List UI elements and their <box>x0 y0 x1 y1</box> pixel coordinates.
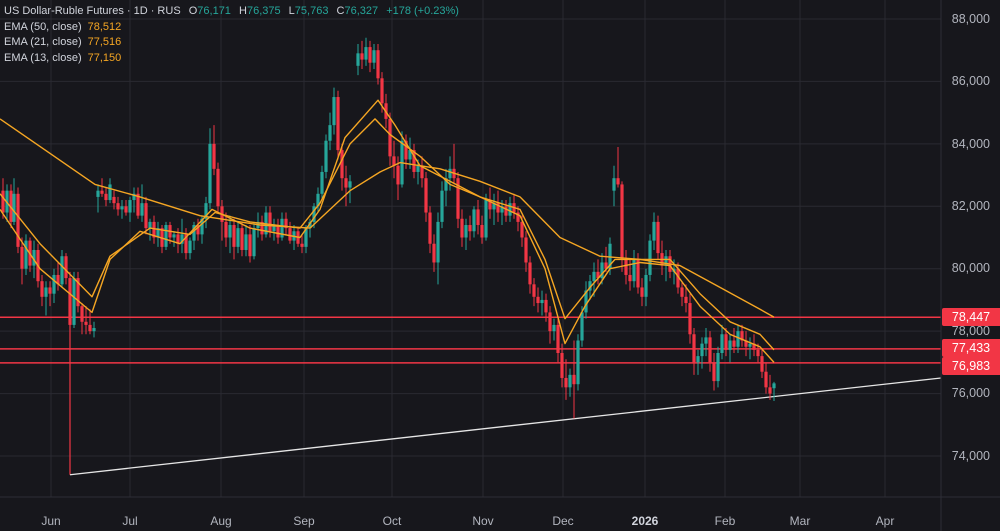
high-label: H <box>239 5 247 17</box>
time-tick: Jun <box>41 514 61 528</box>
indicator-name: EMA (13, close) <box>4 51 82 64</box>
close-label: C <box>336 5 345 17</box>
ema-lines <box>0 99 775 363</box>
close-value: 76,327 <box>344 5 379 17</box>
symbol-title[interactable]: US Dollar-Ruble Futures · 1D · RUS <box>4 5 181 17</box>
indicator-name: EMA (50, close) <box>4 20 82 33</box>
indicator-name: EMA (21, close) <box>4 36 82 48</box>
time-tick: Aug <box>210 514 232 528</box>
price-tick: 84,000 <box>951 137 990 151</box>
price-tick: 88,000 <box>951 12 990 26</box>
time-tick: Apr <box>875 514 895 528</box>
open-label: O <box>188 5 198 17</box>
time-tick: Nov <box>472 514 494 528</box>
indicator-value: 77,150 <box>87 51 122 64</box>
time-tick: Feb <box>714 514 736 528</box>
time-tick: Mar <box>789 514 811 528</box>
price-tick: 74,000 <box>951 449 990 463</box>
level-label-76983[interactable]: 76,983 <box>942 357 1000 375</box>
level-label-77433[interactable]: 77,433 <box>942 339 1000 357</box>
time-tick: Jul <box>122 514 138 528</box>
price-tick: 86,000 <box>951 74 990 88</box>
indicator-ema-50[interactable]: EMA (50, close) 78,512 <box>4 20 459 36</box>
chart-grid <box>0 0 941 497</box>
level-label-78447[interactable]: 78,447 <box>942 308 1000 326</box>
horizontal-levels <box>0 316 941 475</box>
high-value: 76,375 <box>246 5 281 17</box>
change-value: +178 (+0.23%) <box>386 5 459 17</box>
indicator-ema-21[interactable]: EMA (21, close) 77,516 <box>4 35 459 51</box>
chart-legend: US Dollar-Ruble Futures · 1D · RUS O76,1… <box>4 4 459 66</box>
time-tick: Oct <box>382 514 402 528</box>
indicator-ema-13[interactable]: EMA (13, close) 77,150 <box>4 51 459 67</box>
time-tick: Dec <box>552 514 574 528</box>
indicator-value: 77,516 <box>87 36 122 48</box>
price-tick: 80,000 <box>951 261 990 275</box>
time-tick: 2026 <box>631 514 659 528</box>
price-tick: 78,000 <box>951 324 990 338</box>
time-axis[interactable]: Jun Jul Aug Sep Oct Nov Dec 2026 Feb Mar Apr <box>0 497 1000 531</box>
price-tick: 76,000 <box>951 386 990 400</box>
price-tick: 82,000 <box>951 199 990 213</box>
candlesticks <box>1 37 776 419</box>
low-value: 75,763 <box>294 5 329 17</box>
indicator-value: 78,512 <box>87 20 122 33</box>
open-value: 76,171 <box>197 5 231 17</box>
symbol-row: US Dollar-Ruble Futures · 1D · RUS O76,1… <box>4 4 459 20</box>
time-tick: Sep <box>293 514 315 528</box>
price-axis[interactable]: 88,000 86,000 84,000 82,000 80,000 78,00… <box>941 0 1000 497</box>
trendline <box>69 377 942 476</box>
low-label: L <box>288 5 295 17</box>
